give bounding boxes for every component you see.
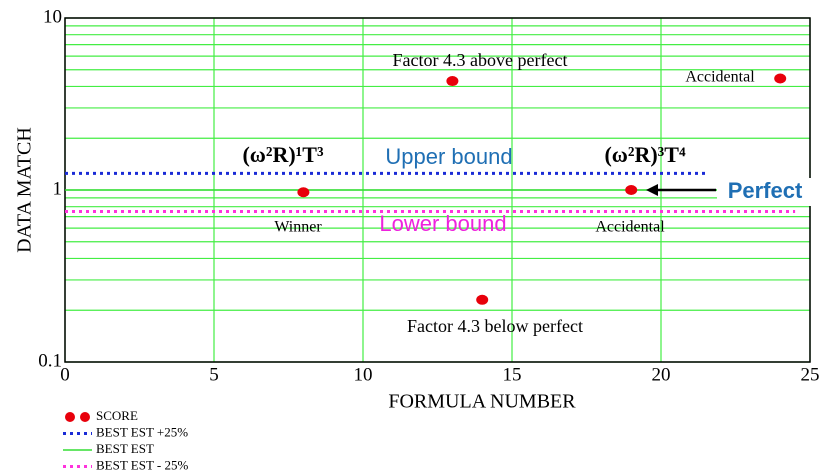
annotation: (ω²R)³T⁴ xyxy=(604,142,685,167)
y-tick-label: 1 xyxy=(53,178,63,199)
x-tick-label: 15 xyxy=(503,364,522,385)
score-point xyxy=(446,76,459,87)
y-tick-label: 10 xyxy=(43,6,62,27)
x-tick-label: 5 xyxy=(209,364,219,385)
x-tick-label: 20 xyxy=(652,364,671,385)
x-axis-label: FORMULA NUMBER xyxy=(388,391,576,413)
label-background xyxy=(717,178,813,206)
score-point xyxy=(774,73,787,84)
score-point xyxy=(476,294,489,305)
annotation: Winner xyxy=(274,219,322,236)
arrow-head xyxy=(646,184,658,196)
annotation: Upper bound xyxy=(385,144,512,169)
x-tick-label: 0 xyxy=(60,364,70,385)
annotation: (ω²R)¹T³ xyxy=(242,142,323,167)
score-point xyxy=(297,187,310,198)
annotation: Perfect xyxy=(728,178,803,203)
legend-label: SCORE xyxy=(96,408,138,423)
x-tick-label: 25 xyxy=(801,364,820,385)
annotation: Accidental xyxy=(685,69,755,86)
y-axis-label: DATA MATCH xyxy=(14,127,36,253)
legend-label: BEST EST xyxy=(96,441,154,456)
annotation: Lower bound xyxy=(379,211,506,236)
annotation: Accidental xyxy=(595,219,665,236)
annotation: Factor 4.3 above perfect xyxy=(393,50,568,70)
y-tick-label: 0.1 xyxy=(38,350,62,371)
legend-label: BEST EST - 25% xyxy=(96,457,189,472)
annotation: Factor 4.3 below perfect xyxy=(407,316,583,336)
legend-label: BEST EST +25% xyxy=(96,424,188,439)
legend-marker xyxy=(80,412,90,422)
score-point xyxy=(625,185,638,195)
x-tick-label: 10 xyxy=(354,364,373,385)
legend-marker xyxy=(65,412,75,422)
